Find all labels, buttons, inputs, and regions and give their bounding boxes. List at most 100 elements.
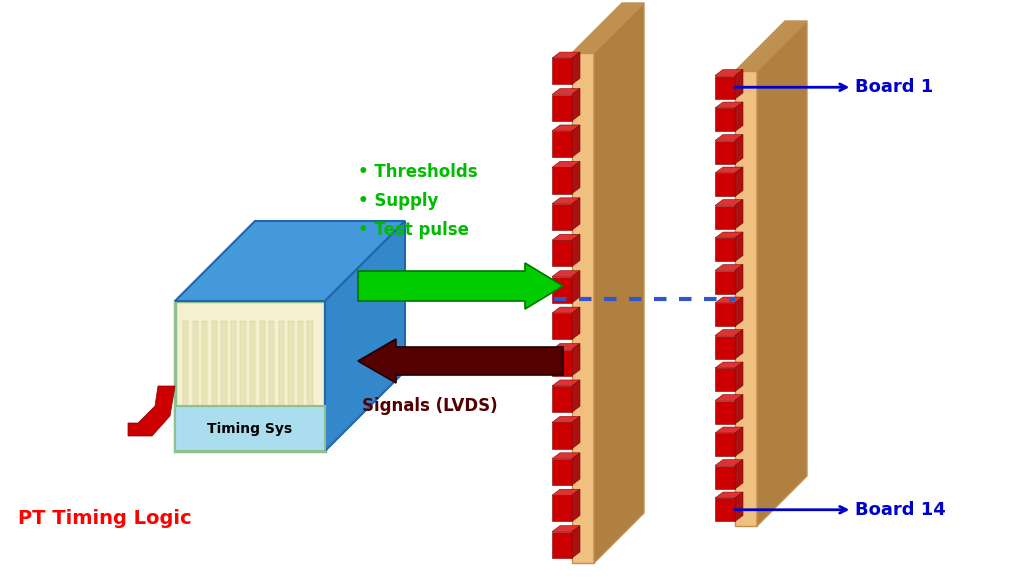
Polygon shape: [552, 234, 580, 240]
Bar: [279, 321, 284, 411]
Polygon shape: [594, 3, 644, 563]
Bar: [259, 321, 265, 411]
Polygon shape: [715, 108, 735, 131]
Polygon shape: [715, 329, 743, 336]
Polygon shape: [715, 173, 735, 196]
Polygon shape: [552, 453, 580, 459]
Polygon shape: [735, 297, 743, 327]
Polygon shape: [735, 70, 743, 99]
Polygon shape: [552, 88, 580, 95]
Polygon shape: [735, 264, 743, 294]
Polygon shape: [715, 433, 735, 457]
Polygon shape: [552, 526, 580, 532]
Polygon shape: [715, 336, 735, 359]
Text: Board 14: Board 14: [735, 501, 946, 519]
Bar: [175, 406, 325, 451]
Polygon shape: [572, 53, 594, 563]
Polygon shape: [552, 489, 580, 495]
Polygon shape: [572, 453, 580, 485]
Polygon shape: [552, 131, 572, 157]
Polygon shape: [715, 238, 735, 261]
Polygon shape: [552, 95, 572, 121]
Polygon shape: [735, 71, 757, 526]
Polygon shape: [552, 386, 572, 412]
Bar: [193, 321, 198, 411]
Text: Signals (LVDS): Signals (LVDS): [362, 397, 498, 415]
Polygon shape: [715, 492, 743, 498]
Polygon shape: [715, 102, 743, 108]
Polygon shape: [572, 271, 580, 303]
Polygon shape: [715, 460, 743, 465]
Polygon shape: [552, 307, 580, 313]
Bar: [241, 321, 246, 411]
Polygon shape: [325, 221, 406, 451]
Polygon shape: [715, 297, 743, 303]
Polygon shape: [175, 301, 325, 451]
Polygon shape: [572, 52, 580, 84]
Polygon shape: [715, 70, 743, 76]
Polygon shape: [715, 498, 735, 522]
Polygon shape: [572, 234, 580, 267]
Polygon shape: [572, 198, 580, 230]
Bar: [289, 321, 294, 411]
Bar: [183, 321, 188, 411]
Polygon shape: [715, 167, 743, 173]
Polygon shape: [715, 400, 735, 424]
Polygon shape: [128, 386, 175, 436]
Polygon shape: [735, 329, 743, 359]
Bar: [230, 321, 237, 411]
Polygon shape: [735, 199, 743, 229]
Bar: [202, 321, 208, 411]
Polygon shape: [715, 141, 735, 164]
Polygon shape: [552, 532, 572, 558]
Polygon shape: [552, 240, 572, 267]
Polygon shape: [715, 264, 743, 271]
Polygon shape: [552, 162, 580, 167]
Polygon shape: [735, 21, 807, 71]
Polygon shape: [552, 271, 580, 277]
Polygon shape: [572, 526, 580, 558]
Polygon shape: [552, 495, 572, 522]
Bar: [212, 321, 217, 411]
Polygon shape: [715, 394, 743, 400]
Polygon shape: [735, 394, 743, 424]
Bar: [307, 321, 312, 411]
Polygon shape: [735, 362, 743, 392]
Polygon shape: [572, 162, 580, 193]
Polygon shape: [552, 313, 572, 339]
Polygon shape: [552, 125, 580, 131]
FancyArrow shape: [358, 263, 563, 309]
Polygon shape: [715, 135, 743, 141]
Polygon shape: [552, 343, 580, 350]
Polygon shape: [552, 167, 572, 193]
Text: PT Timing Logic: PT Timing Logic: [18, 510, 191, 529]
Bar: [221, 321, 226, 411]
Polygon shape: [572, 307, 580, 339]
Polygon shape: [552, 422, 572, 449]
Polygon shape: [175, 221, 406, 301]
Polygon shape: [572, 417, 580, 449]
Text: Board 1: Board 1: [735, 78, 933, 96]
Polygon shape: [552, 52, 580, 58]
Text: Timing Sys: Timing Sys: [208, 422, 293, 436]
Polygon shape: [552, 277, 572, 303]
Polygon shape: [735, 135, 743, 164]
Polygon shape: [715, 76, 735, 99]
Polygon shape: [572, 489, 580, 522]
Polygon shape: [552, 204, 572, 230]
FancyArrow shape: [358, 339, 563, 383]
Polygon shape: [735, 460, 743, 489]
Polygon shape: [715, 465, 735, 489]
Polygon shape: [552, 417, 580, 422]
Polygon shape: [572, 3, 644, 53]
Polygon shape: [572, 125, 580, 157]
Polygon shape: [735, 102, 743, 131]
Polygon shape: [572, 380, 580, 412]
Polygon shape: [735, 232, 743, 261]
Polygon shape: [715, 427, 743, 433]
Polygon shape: [735, 167, 743, 196]
Polygon shape: [715, 368, 735, 392]
Polygon shape: [757, 21, 807, 526]
Polygon shape: [735, 427, 743, 457]
Bar: [250, 321, 255, 411]
